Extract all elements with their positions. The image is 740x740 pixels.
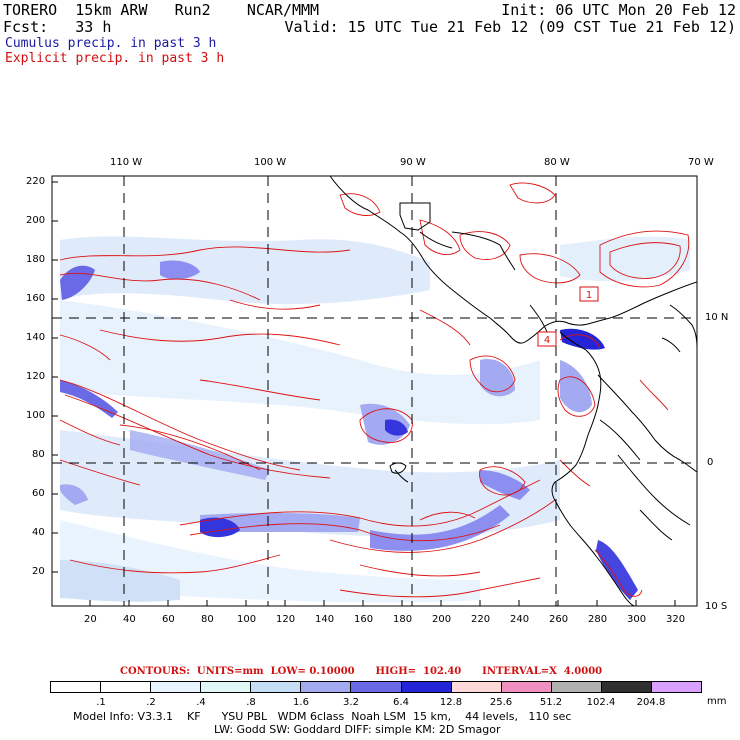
colorbar-segment	[451, 682, 502, 692]
y-axis-ticks	[52, 181, 58, 573]
x-tick-label: 280	[588, 614, 608, 625]
colorbar	[50, 681, 702, 693]
x-tick-label: 160	[354, 614, 374, 625]
model-info-line-1: Model Info: V3.3.1 KF YSU PBL WDM 6class…	[73, 710, 572, 723]
cumulus-legend-line: Cumulus precip. in past 3 h	[5, 36, 217, 51]
y-tick-label: 140	[26, 332, 46, 343]
y-tick-label: 60	[32, 488, 45, 499]
y-tick-label: 220	[26, 176, 46, 187]
y-tick-label: 40	[32, 527, 45, 538]
colorbar-segment	[251, 682, 302, 692]
lat-label-10s: 10 S	[705, 601, 728, 612]
map-frame	[51, 175, 698, 607]
lat-label-0: 0	[707, 457, 714, 468]
lon-label-100w: 100 W	[254, 157, 287, 168]
colorbar-segment	[101, 682, 152, 692]
lon-label-70w: 70 W	[688, 157, 714, 168]
x-tick-label: 200	[432, 614, 452, 625]
x-tick-label: 140	[315, 614, 335, 625]
colorbar-label: .4	[196, 697, 206, 708]
colorbar-label: .1	[96, 697, 106, 708]
colorbar-segment	[301, 682, 352, 692]
colorbar-label: .2	[146, 697, 156, 708]
x-tick-label: 180	[393, 614, 413, 625]
colorbar-label: .8	[246, 697, 256, 708]
y-tick-label: 80	[32, 449, 45, 460]
colorbar-label: 102.4	[586, 697, 616, 708]
forecast-hour: Fcst: 33 h	[3, 18, 112, 36]
colorbar-segment	[351, 682, 402, 692]
colorbar-segment	[51, 682, 102, 692]
colorbar-label: 204.8	[636, 697, 666, 708]
max-markers	[537, 286, 599, 347]
colorbar-label: 51.2	[539, 697, 563, 708]
valid-time: Valid: 15 UTC Tue 21 Feb 12 (09 CST Tue …	[284, 18, 736, 36]
lon-label-110w: 110 W	[110, 157, 143, 168]
lon-label-90w: 90 W	[400, 157, 426, 168]
colorbar-label: 25.6	[489, 697, 513, 708]
colorbar-segment	[551, 682, 602, 692]
model-run-title: TORERO 15km ARW Run2 NCAR/MMM	[3, 1, 320, 19]
colorbar-segment	[601, 682, 652, 692]
colorbar-segment	[151, 682, 202, 692]
contours-info: CONTOURS: UNITS=mm LOW= 0.10000 HIGH= 10…	[120, 666, 603, 677]
explicit-legend-line: Explicit precip. in past 3 h	[5, 51, 225, 66]
colorbar-segment	[651, 682, 702, 692]
colorbar-label: 1.6	[293, 697, 309, 708]
colorbar-segment	[501, 682, 552, 692]
colorbar-segment	[201, 682, 252, 692]
x-tick-label: 80	[201, 614, 214, 625]
init-time: Init: 06 UTC Mon 20 Feb 12	[501, 1, 736, 19]
y-tick-label: 180	[26, 254, 46, 265]
x-tick-label: 300	[627, 614, 647, 625]
precip-shading	[60, 236, 690, 603]
y-tick-label: 160	[26, 293, 46, 304]
x-tick-label: 20	[84, 614, 97, 625]
y-tick-label: 120	[26, 371, 46, 382]
colorbar-label: 12.8	[439, 697, 463, 708]
y-tick-label: 20	[32, 566, 45, 577]
explicit-precip-contours	[59, 182, 690, 598]
latlon-grid	[52, 176, 697, 606]
colorbar-label: 6.4	[393, 697, 409, 708]
x-tick-label: 220	[471, 614, 491, 625]
x-tick-label: 100	[237, 614, 257, 625]
x-tick-label: 120	[276, 614, 296, 625]
lon-label-80w: 80 W	[544, 157, 570, 168]
x-tick-label: 60	[162, 614, 175, 625]
marker-label-4: 4	[544, 335, 550, 346]
y-tick-label: 200	[26, 215, 46, 226]
x-tick-label: 240	[510, 614, 530, 625]
y-tick-label: 100	[26, 410, 46, 421]
lat-label-10n: 10 N	[705, 312, 729, 323]
x-axis-ticks	[89, 600, 676, 606]
x-tick-label: 260	[549, 614, 569, 625]
x-tick-label: 40	[123, 614, 136, 625]
colorbar-unit: mm	[707, 696, 727, 707]
model-info-line-2: LW: Godd SW: Goddard DIFF: simple KM: 2D…	[214, 723, 501, 736]
marker-label-1: 1	[586, 290, 592, 301]
colorbar-label: 3.2	[343, 697, 359, 708]
colorbar-segment	[401, 682, 452, 692]
x-tick-label: 320	[666, 614, 686, 625]
